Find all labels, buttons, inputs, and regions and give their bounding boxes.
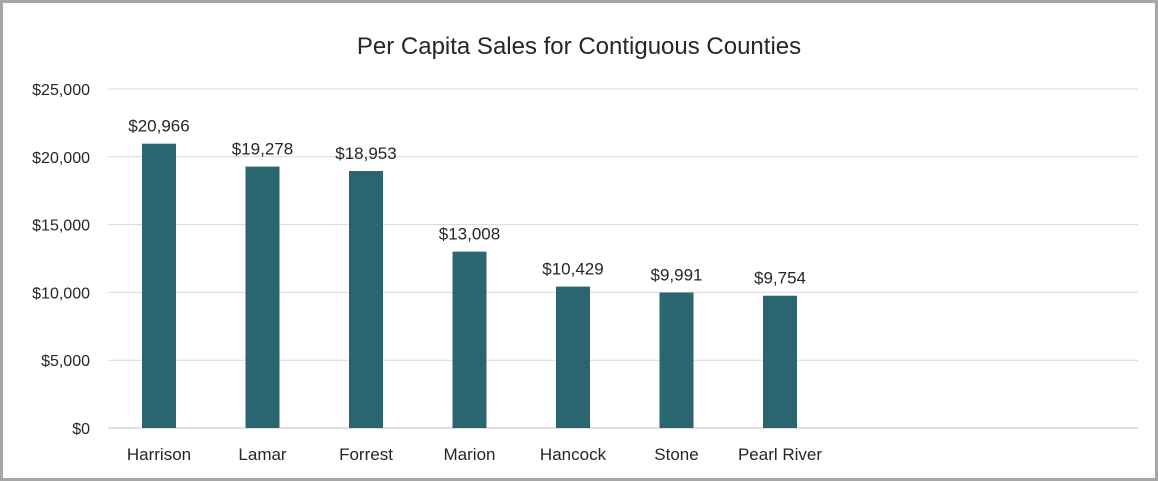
- x-category-label: Lamar: [238, 445, 287, 464]
- y-tick-label: $0: [72, 421, 90, 438]
- bar-harrison: [142, 143, 176, 428]
- x-category-label: Hancock: [540, 445, 607, 464]
- bar-lamar: [245, 166, 280, 428]
- bar-stone: [659, 292, 694, 428]
- x-category-label: Stone: [654, 445, 698, 464]
- data-label: $20,966: [128, 117, 189, 136]
- y-tick-label: $25,000: [32, 82, 90, 99]
- bar-pearl-river: [763, 295, 797, 428]
- x-category-label: Harrison: [127, 445, 191, 464]
- data-label: $9,991: [651, 266, 703, 285]
- data-label: $13,008: [439, 225, 500, 244]
- y-tick-label: $5,000: [41, 353, 90, 370]
- x-category-label: Forrest: [339, 445, 393, 464]
- y-tick-label: $10,000: [32, 285, 90, 302]
- bar-forrest: [349, 170, 383, 428]
- data-label: $10,429: [542, 260, 603, 279]
- data-label: $9,754: [754, 269, 806, 288]
- x-category-label: Pearl River: [738, 445, 822, 464]
- y-tick-label: $20,000: [32, 150, 90, 167]
- x-category-label: Marion: [444, 445, 496, 464]
- data-label: $19,278: [232, 140, 293, 159]
- data-label: $18,953: [335, 144, 396, 163]
- bar-hancock: [556, 286, 590, 428]
- chart-title: Per Capita Sales for Contiguous Counties: [356, 33, 802, 60]
- bar-marion: [452, 251, 487, 428]
- y-tick-label: $15,000: [32, 218, 90, 235]
